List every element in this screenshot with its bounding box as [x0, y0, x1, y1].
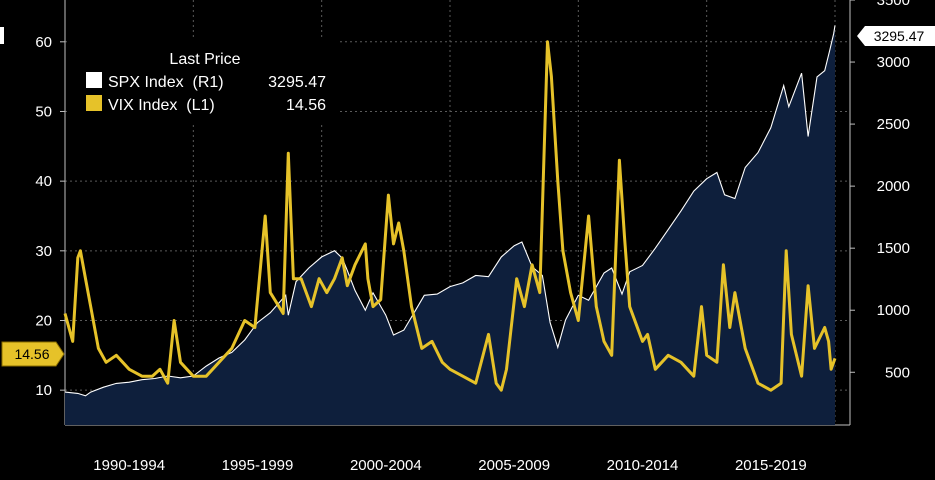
legend-swatch-vix [86, 95, 102, 111]
left-tick-label: 60 [35, 34, 52, 51]
legend-label-spx: SPX Index (R1) [108, 74, 224, 91]
right-tick-label: 3500 [877, 0, 910, 9]
vix-line [63, 40, 837, 392]
right-tick-label: 1000 [877, 302, 910, 319]
right-tick-label: 2000 [877, 178, 910, 195]
legend-value-spx: 3295.47 [268, 74, 326, 91]
left-tick-label: 40 [35, 173, 52, 190]
right-axis: 500 1000 1500 2000 2500 3000 3500 [850, 0, 910, 381]
vix-tag-shape [1, 341, 65, 367]
spx-line [64, 25, 836, 397]
left-edge-marker [0, 27, 4, 44]
legend: Last Price SPX Index (R1) 3295.47 VIX In… [68, 38, 340, 124]
spx-tag-value: 3295.47 [874, 28, 925, 44]
x-axis: 1990-1994 1995-1999 2000-2004 2005-2009 2010… [93, 457, 806, 474]
right-tick-label: 500 [885, 364, 910, 381]
right-tick-label: 3000 [877, 54, 910, 71]
x-category-label: 2000-2004 [350, 457, 422, 474]
right-tick-label: 2500 [877, 116, 910, 133]
spx-tag-shape [857, 26, 935, 46]
x-category-label: 2010-2014 [607, 457, 679, 474]
vix-tag-value: 14.56 [14, 346, 49, 362]
vix-last-value-tag: 14.56 [1, 341, 65, 367]
left-tick-label: 10 [35, 382, 52, 399]
x-category-label: 2015-2019 [735, 457, 807, 474]
spx-last-value-tag: 3295.47 [857, 26, 935, 46]
legend-box [68, 38, 340, 124]
x-category-label: 1995-1999 [222, 457, 294, 474]
x-category-label: 2005-2009 [478, 457, 550, 474]
right-tick-label: 1500 [877, 240, 910, 257]
left-tick-label: 50 [35, 103, 52, 120]
legend-label-vix: VIX Index (L1) [108, 97, 215, 114]
left-axis: 10 20 30 40 50 60 [35, 34, 65, 399]
left-tick-label: 30 [35, 243, 52, 260]
spx-area-fill [65, 25, 835, 426]
left-tick-label: 20 [35, 312, 52, 329]
x-category-label: 1990-1994 [93, 457, 165, 474]
legend-value-vix: 14.56 [286, 97, 326, 114]
legend-swatch-spx [86, 72, 102, 88]
legend-title: Last Price [169, 51, 240, 68]
